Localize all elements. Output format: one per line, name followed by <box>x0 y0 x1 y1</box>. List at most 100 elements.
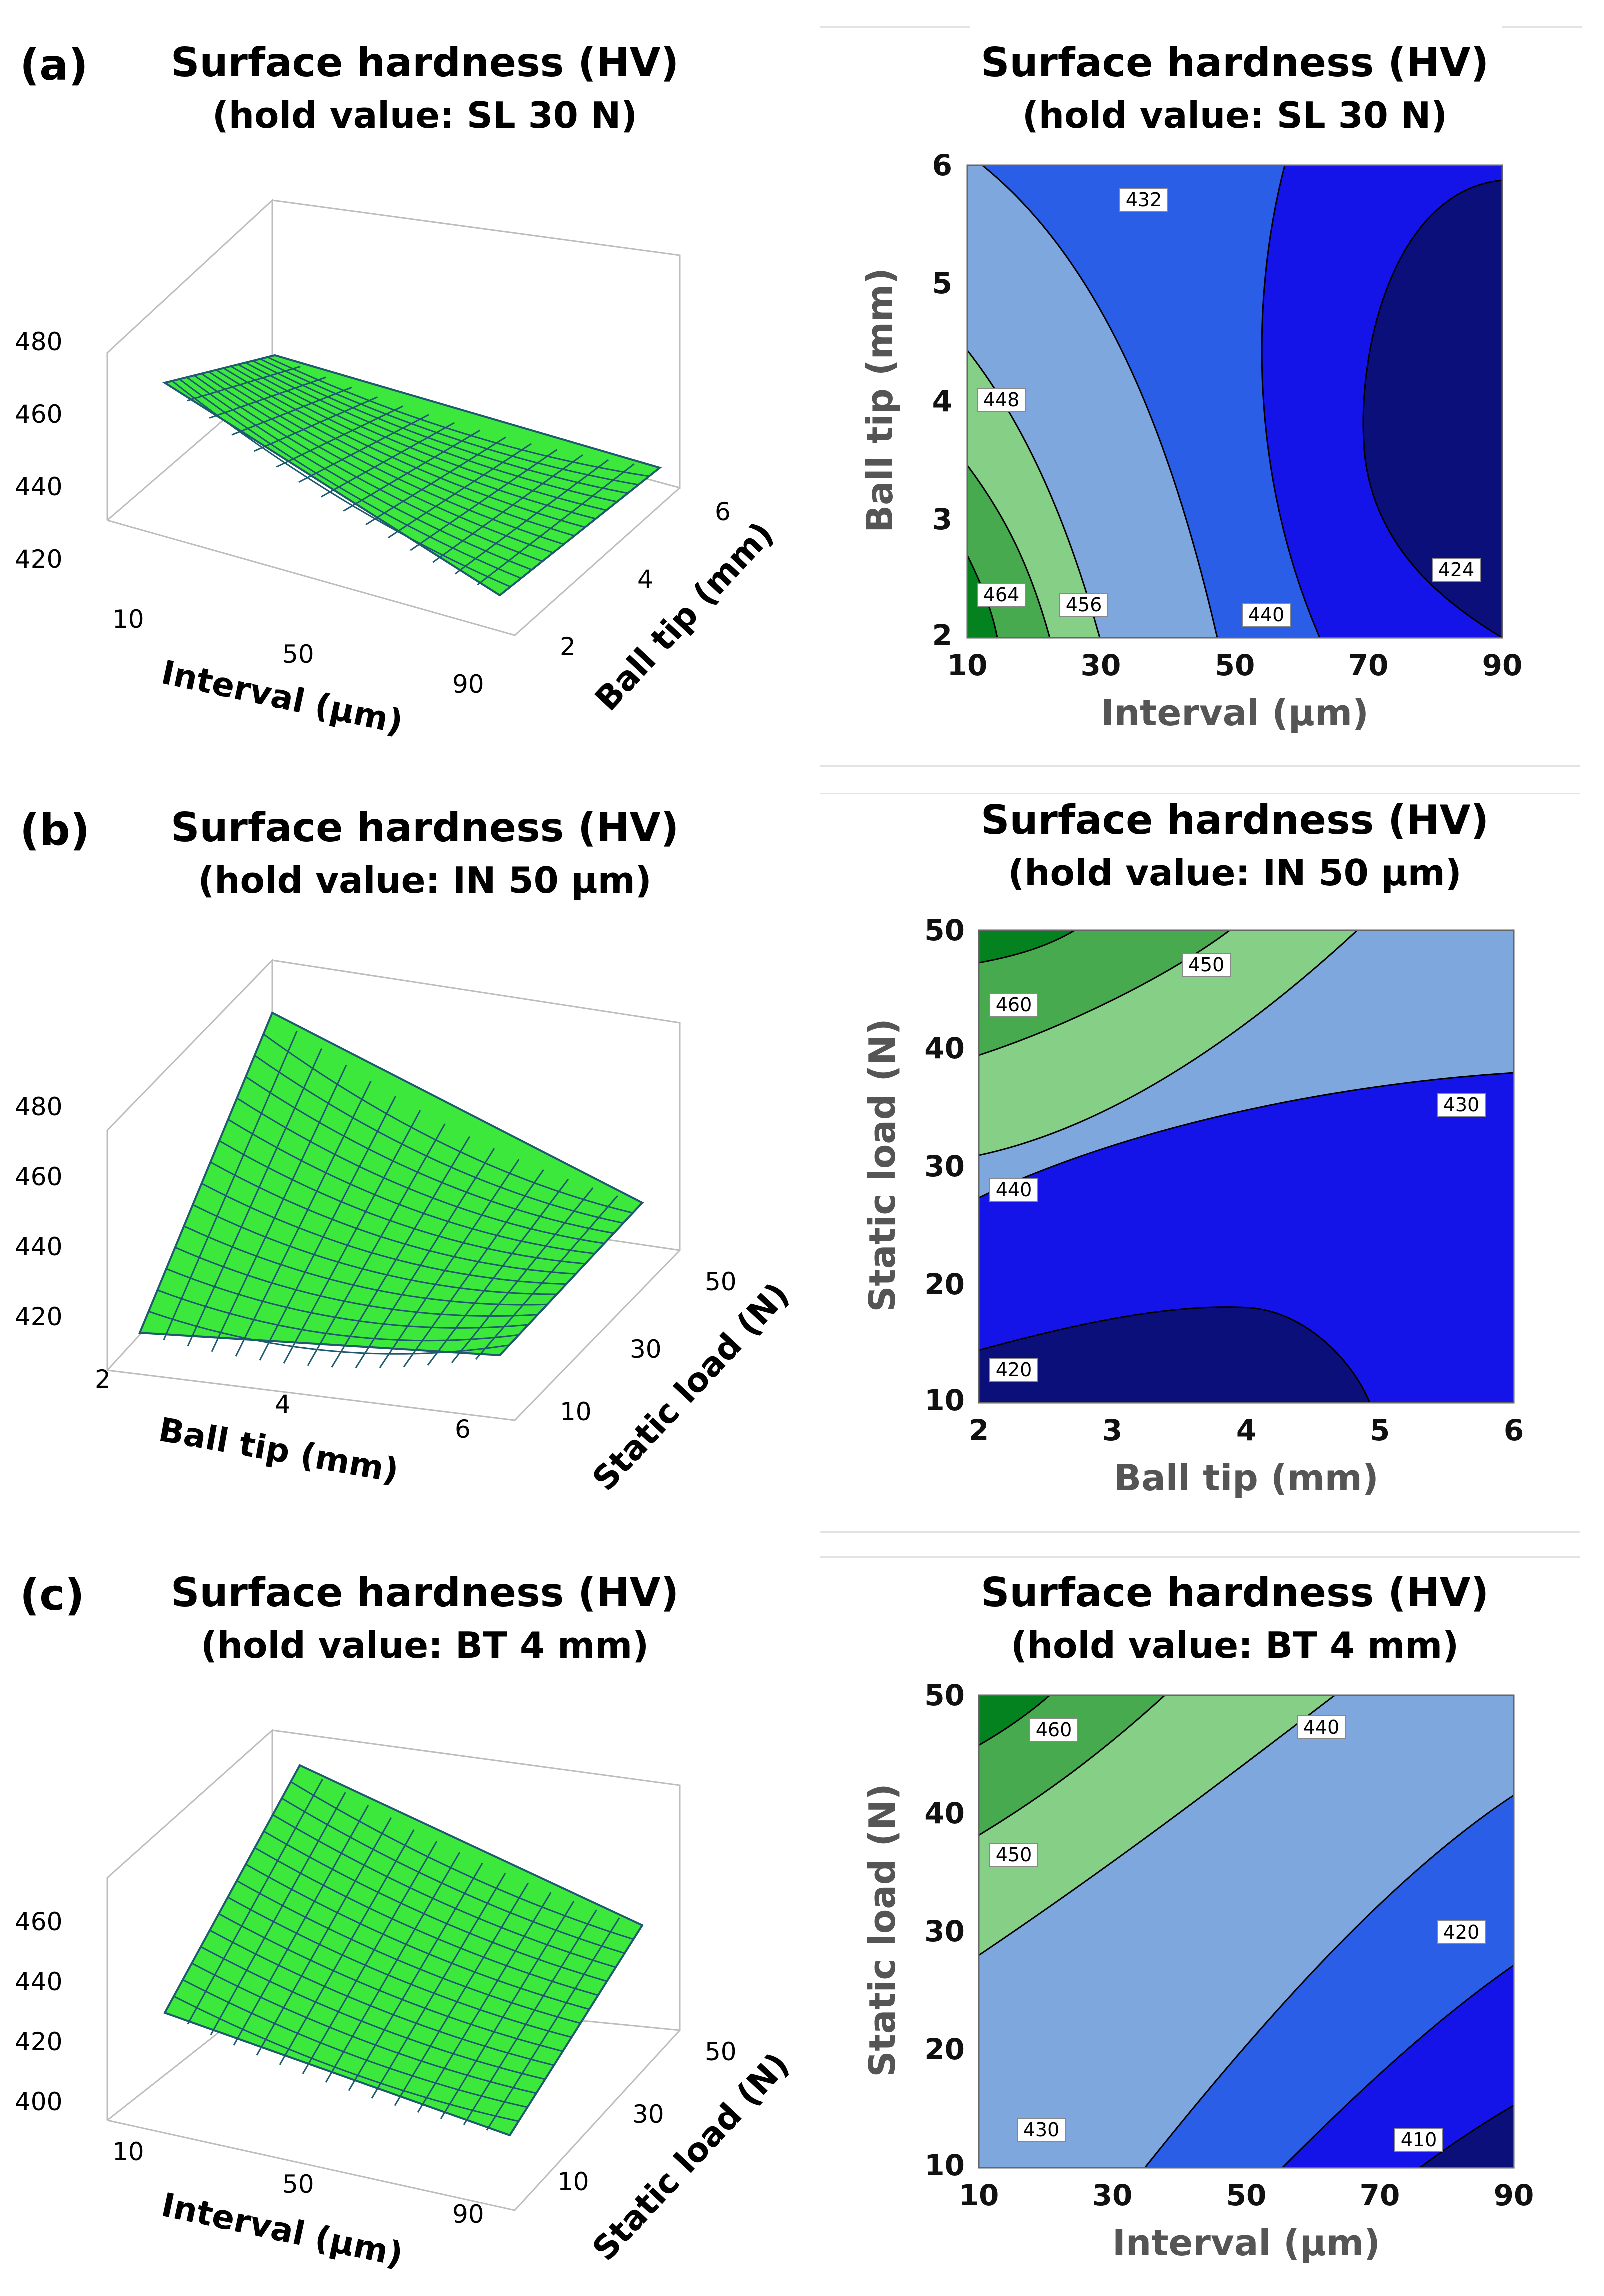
mesh-line-c-u-8 <box>348 1862 484 2091</box>
y-tick-a-2: 2 <box>560 632 576 661</box>
separator-b-bottom <box>820 1531 1580 1533</box>
mesh-line-c-u-10 <box>394 1882 529 2106</box>
contour-label-a-464: 464 <box>984 584 1020 606</box>
mesh-line-c-u-1 <box>187 1778 324 2025</box>
y-tick-b-c-40: 40 <box>924 1031 965 1065</box>
z-tick-a-420: 420 <box>15 545 62 574</box>
y-tick-c-c-30: 30 <box>924 1914 965 1948</box>
mesh-line-c-v-8 <box>236 1880 581 2024</box>
mesh-line-a-v-7 <box>216 369 575 537</box>
mesh-line-a-u-9 <box>366 436 506 526</box>
mesh-line-a-u-4 <box>254 396 378 452</box>
mesh-line-b-v-2 <box>157 1289 520 1342</box>
surface-title-b-line1: Surface hardness (HV) <box>170 804 680 851</box>
separator-a-bottom <box>820 765 1580 767</box>
x-tick-c-90: 90 <box>452 2200 484 2229</box>
mesh-line-a-v-4 <box>194 375 543 562</box>
x-tick-a-c-70: 70 <box>1348 648 1389 682</box>
contour-label-box-c-410 <box>1394 2128 1444 2152</box>
mesh-line-c-v-12 <box>272 1814 616 1968</box>
mesh-line-a-u-2 <box>209 376 327 419</box>
mesh-line-c-u-5 <box>279 1829 415 2065</box>
separator-a-top <box>820 26 970 28</box>
surface-plot-b: 480 460 440 420 2 4 6 10 30 50 Ball tip … <box>15 958 797 1498</box>
x-tick-a-c-30: 30 <box>1081 648 1122 682</box>
contour-label-box-b-430 <box>1437 1093 1486 1117</box>
mesh-line-c-v-10 <box>254 1847 599 1996</box>
y-tick-c-c-20: 20 <box>924 2032 965 2066</box>
mesh-line-a-v-2 <box>179 378 522 579</box>
x-tick-c-c-10: 10 <box>959 2178 1000 2212</box>
x-tick-c-c-90: 90 <box>1494 2178 1534 2212</box>
y-tick-a-c-4: 4 <box>932 384 952 418</box>
y-tick-b-30: 30 <box>630 1335 662 1364</box>
mesh-line-b-v-5 <box>184 1225 548 1306</box>
mesh-line-a-v-13 <box>260 358 639 486</box>
surface-grid-c <box>174 1778 634 2131</box>
mesh-line-c-u-13 <box>463 1909 598 2125</box>
y-tick-a-c-2: 2 <box>932 618 952 652</box>
mesh-line-a-u-5 <box>276 405 404 468</box>
mesh-line-b-u-13 <box>451 1187 594 1363</box>
mesh-line-b-v-3 <box>166 1268 529 1329</box>
x-axis-label-a-c: Interval (µm) <box>1101 692 1369 734</box>
contour-title-b-line1: Surface hardness (HV) <box>980 797 1490 843</box>
contour-label-b-420: 420 <box>996 1359 1032 1381</box>
x-tick-b-2: 2 <box>95 1365 111 1394</box>
contour-label-box-a-456 <box>1060 593 1108 617</box>
z-tick-a-460: 460 <box>15 400 62 429</box>
mesh-line-a-u-13 <box>454 459 610 575</box>
contour-frame-b <box>978 929 1515 1404</box>
mesh-line-c-v-6 <box>218 1913 564 2052</box>
contour-label-box-c-450 <box>990 1843 1038 1867</box>
y-tick-c-c-10: 10 <box>924 2148 965 2182</box>
mesh-line-b-v-9 <box>219 1140 586 1265</box>
surface-grid-b <box>148 1030 634 1368</box>
x-tick-a-50: 50 <box>282 640 314 669</box>
x-tick-a-90: 90 <box>452 670 484 699</box>
z-tick-b-420: 420 <box>15 1302 62 1331</box>
box-floor-c <box>107 2029 681 2211</box>
surface-title-b: Surface hardness (HV) (hold value: IN 50… <box>160 800 690 905</box>
contour-label-c-420: 420 <box>1444 1921 1480 1943</box>
contour-label-a-456: 456 <box>1066 594 1102 616</box>
mesh-line-a-v-14 <box>267 356 650 477</box>
mesh-line-c-u-7 <box>325 1852 460 2083</box>
surface-title-a: Surface hardness (HV) (hold value: SL 30… <box>160 35 690 140</box>
x-tick-b-4: 4 <box>275 1390 291 1419</box>
y-tick-b-c-20: 20 <box>924 1267 965 1301</box>
contour-label-box-b-450 <box>1182 953 1231 977</box>
surface-mesh-b <box>138 1011 644 1357</box>
y-tick-a-c-3: 3 <box>932 502 952 536</box>
contour-region-c-0 <box>1418 2104 1514 2168</box>
mesh-line-b-u-5 <box>259 1096 397 1361</box>
y-tick-b-c-10: 10 <box>924 1383 965 1417</box>
x-tick-a-c-90: 90 <box>1482 648 1523 682</box>
box-floor-b <box>107 1249 681 1421</box>
z-tick-b-480: 480 <box>15 1092 62 1121</box>
mesh-line-c-u-4 <box>256 1817 392 2056</box>
contour-label-c-440: 440 <box>1304 1716 1340 1738</box>
mesh-line-b-v-11 <box>236 1097 605 1244</box>
z-tick-c-400: 400 <box>15 2087 62 2116</box>
y-tick-b-c-50: 50 <box>924 913 965 947</box>
contour-plot-b: 460 450 430 440 420 50 40 30 20 10 2 3 4… <box>862 913 1524 1499</box>
contour-labels-c: 460 440 450 420 430 410 <box>990 1715 1486 2152</box>
z-tick-c-420: 420 <box>15 2027 62 2056</box>
mesh-line-b-u-3 <box>211 1065 348 1352</box>
mesh-line-c-u-2 <box>210 1792 346 2035</box>
surface-title-c-line1: Surface hardness (HV) <box>170 1569 680 1616</box>
x-tick-c-c-50: 50 <box>1226 2178 1267 2212</box>
mesh-line-a-u-14 <box>477 463 635 586</box>
mesh-line-a-u-1 <box>187 366 301 402</box>
z-tick-a-440: 440 <box>15 472 62 501</box>
mesh-line-c-u-11 <box>417 1892 552 2113</box>
mesh-line-a-u-10 <box>388 443 532 539</box>
surface-subtitle-c: (hold value: BT 4 mm) <box>200 1624 650 1666</box>
mesh-line-b-u-6 <box>283 1110 422 1364</box>
panel-letter-a: (a) <box>20 40 88 90</box>
contour-label-a-448: 448 <box>984 389 1020 411</box>
contour-label-box-a-448 <box>977 388 1026 412</box>
mesh-line-c-v-5 <box>210 1929 554 2066</box>
surface-grid-a <box>172 356 650 588</box>
